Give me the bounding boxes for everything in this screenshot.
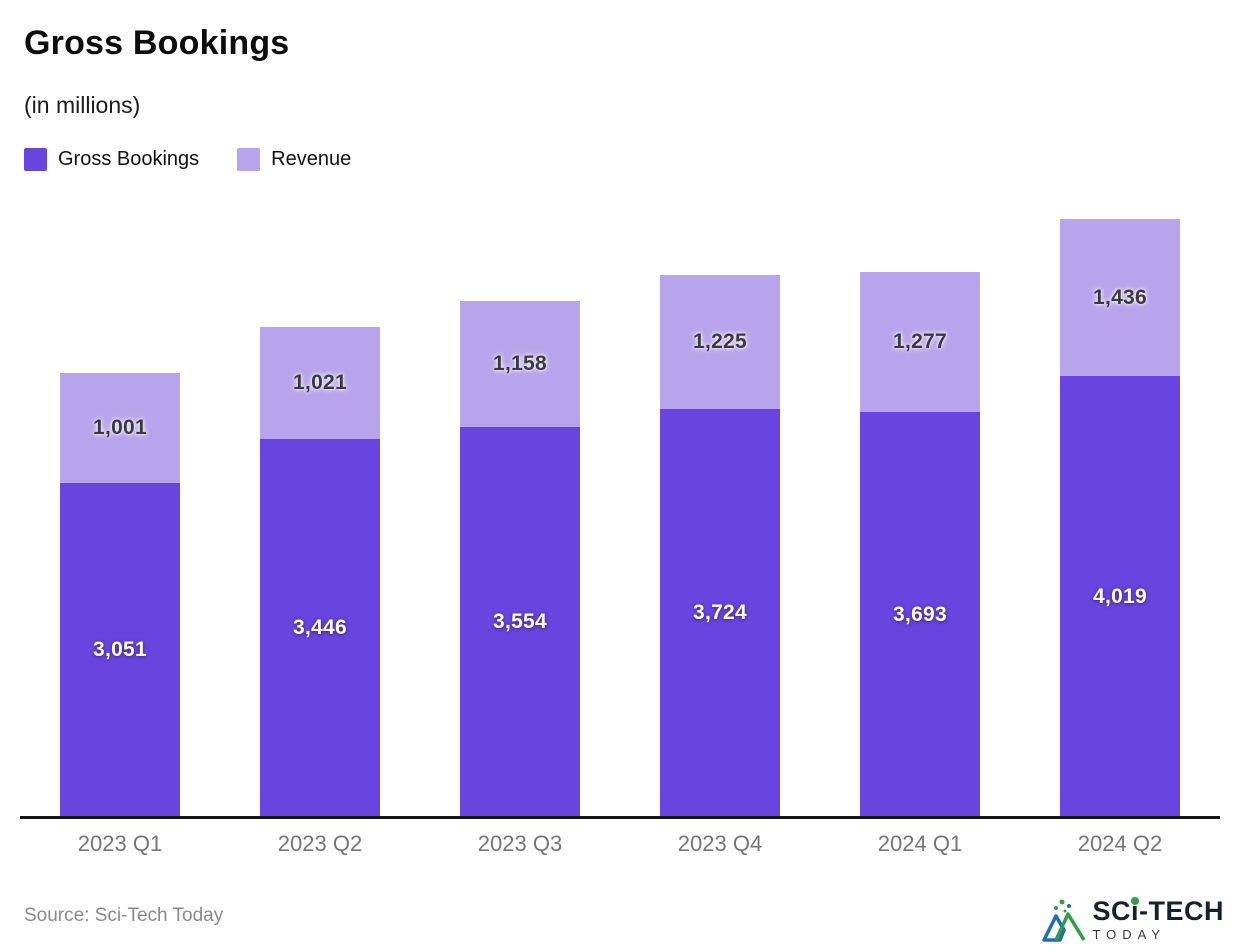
scitech-logo-text: SC i -TECH TODAY bbox=[1092, 895, 1224, 942]
scitech-logo-icon bbox=[1042, 899, 1086, 942]
x-axis-label-2023-q4: 2023 Q4 bbox=[677, 831, 763, 856]
bar-column-2024-q2: 1,436 4,019 bbox=[1020, 219, 1220, 817]
bar-segment-revenue-2023-q1: 1,001 bbox=[60, 372, 180, 483]
logo-line1: SC i -TECH bbox=[1092, 895, 1224, 926]
legend-swatch bbox=[237, 148, 261, 171]
value-label-revenue-2023-q2: 1,021 bbox=[292, 371, 348, 395]
bar-column-2023-q4: 1,225 3,724 bbox=[620, 274, 820, 817]
bar-column-2024-q1: 1,277 3,693 bbox=[820, 272, 1020, 817]
legend-label: Gross Bookings bbox=[58, 148, 200, 170]
chart-subtitle: (in millions) bbox=[24, 92, 141, 118]
x-axis-label-2023-q3: 2023 Q3 bbox=[477, 831, 563, 856]
x-axis-label-2024-q1: 2024 Q1 bbox=[877, 831, 963, 856]
legend-item-revenue: Revenue bbox=[237, 148, 351, 171]
value-label-gross-bookings-2023-q4: 3,724 bbox=[692, 600, 748, 624]
bar-segment-revenue-2023-q2: 1,021 bbox=[260, 327, 380, 440]
value-label-revenue-2023-q4: 1,225 bbox=[692, 329, 748, 353]
bar-segment-gross-bookings-2023-q3: 3,554 bbox=[460, 427, 580, 817]
scitech-logo: SC i -TECH TODAY bbox=[1042, 896, 1224, 942]
bar-column-2023-q1: 1,001 3,051 bbox=[20, 372, 220, 817]
legend-swatch bbox=[24, 148, 47, 171]
plot-area: 1,001 3,051 1,021 3,446 1,158 3,554 1,225 3,724… bbox=[20, 219, 1220, 817]
value-label-revenue-2023-q1: 1,001 bbox=[92, 415, 148, 439]
bar-segment-gross-bookings-2023-q4: 3,724 bbox=[660, 408, 780, 817]
value-label-gross-bookings-2023-q2: 3,446 bbox=[292, 616, 348, 640]
source-attribution: Source: Sci-Tech Today bbox=[24, 905, 224, 926]
legend-item-gross-bookings: Gross Bookings bbox=[24, 148, 199, 171]
value-label-gross-bookings-2023-q1: 3,051 bbox=[92, 637, 148, 661]
bar-segment-gross-bookings-2023-q2: 3,446 bbox=[260, 439, 380, 817]
value-label-revenue-2024-q1: 1,277 bbox=[892, 330, 948, 354]
legend-label: Revenue bbox=[271, 148, 352, 170]
logo-line2: TODAY bbox=[1092, 926, 1167, 942]
logo-i-dot: i bbox=[1130, 895, 1139, 926]
bar-segment-revenue-2024-q2: 1,436 bbox=[1060, 219, 1180, 377]
legend: Gross Bookings Revenue bbox=[24, 148, 351, 171]
x-axis-label-2024-q2: 2024 Q2 bbox=[1077, 831, 1163, 856]
x-axis-label-2023-q1: 2023 Q1 bbox=[77, 831, 163, 856]
bar-segment-revenue-2023-q4: 1,225 bbox=[660, 274, 780, 409]
value-label-gross-bookings-2024-q2: 4,019 bbox=[1092, 584, 1148, 608]
value-label-gross-bookings-2023-q3: 3,554 bbox=[492, 610, 548, 634]
bar-segment-gross-bookings-2024-q2: 4,019 bbox=[1060, 376, 1180, 817]
x-axis-line bbox=[20, 816, 1220, 819]
bar-segment-revenue-2024-q1: 1,277 bbox=[860, 272, 980, 413]
bar-column-2023-q3: 1,158 3,554 bbox=[420, 300, 620, 817]
x-axis-labels: 2023 Q1 2023 Q2 2023 Q3 2023 Q4 2024 Q1 2024 … bbox=[20, 831, 1220, 857]
bar-column-2023-q2: 1,021 3,446 bbox=[220, 327, 420, 817]
bar-segment-gross-bookings-2023-q1: 3,051 bbox=[60, 482, 180, 817]
chart-area: 1,001 3,051 1,021 3,446 1,158 3,554 1,225 3,724… bbox=[20, 219, 1220, 856]
chart-title: Gross Bookings bbox=[24, 24, 290, 62]
bar-segment-revenue-2023-q3: 1,158 bbox=[460, 300, 580, 428]
value-label-revenue-2024-q2: 1,436 bbox=[1092, 285, 1148, 309]
bar-segment-gross-bookings-2024-q1: 3,693 bbox=[860, 412, 980, 817]
value-label-gross-bookings-2024-q1: 3,693 bbox=[892, 602, 948, 626]
value-label-revenue-2023-q3: 1,158 bbox=[492, 351, 548, 375]
x-axis-label-2023-q2: 2023 Q2 bbox=[277, 831, 363, 856]
